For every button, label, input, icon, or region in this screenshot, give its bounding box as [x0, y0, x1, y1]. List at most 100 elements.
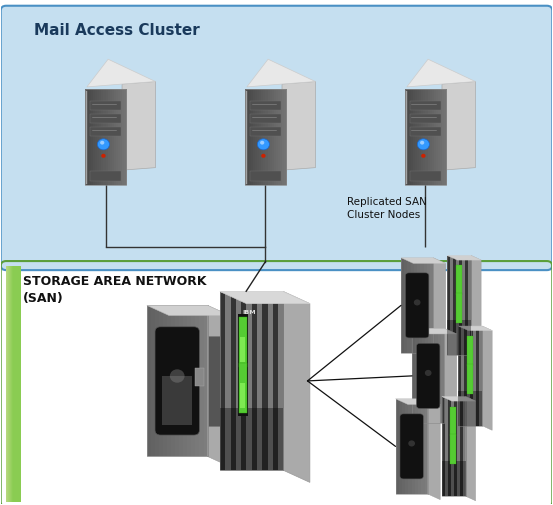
Bar [9, 266, 18, 502]
Bar [8, 266, 16, 502]
Bar [6, 266, 15, 502]
Bar [415, 399, 419, 494]
Polygon shape [122, 81, 155, 170]
Bar [187, 306, 192, 457]
Bar [8, 266, 17, 502]
Bar [238, 361, 248, 416]
Bar [447, 256, 471, 355]
Bar [225, 291, 231, 470]
Bar [259, 89, 262, 184]
Bar [11, 266, 19, 502]
Bar [101, 89, 104, 184]
Polygon shape [428, 399, 440, 499]
Circle shape [170, 369, 185, 383]
Bar [239, 363, 247, 413]
Bar [425, 328, 429, 424]
Bar [255, 89, 258, 184]
Bar [90, 101, 121, 110]
Bar [7, 266, 15, 502]
Bar [147, 306, 207, 457]
Polygon shape [434, 258, 446, 359]
Bar [420, 258, 424, 353]
Polygon shape [466, 396, 476, 501]
Bar [419, 89, 422, 184]
Bar [9, 266, 17, 502]
Bar [410, 114, 441, 123]
Bar [11, 266, 19, 502]
Bar [262, 89, 264, 184]
Bar [9, 266, 18, 502]
Bar [445, 396, 448, 496]
Circle shape [418, 139, 430, 150]
Bar [395, 399, 399, 494]
Bar [195, 368, 204, 386]
Bar [167, 306, 171, 457]
Bar [247, 291, 252, 470]
Bar [112, 89, 114, 184]
Bar [12, 266, 20, 502]
Bar [8, 266, 16, 502]
Bar [204, 306, 208, 457]
Circle shape [421, 154, 426, 158]
Bar [458, 391, 482, 426]
Bar [85, 89, 87, 184]
FancyBboxPatch shape [400, 414, 424, 479]
Text: Replicated SAN
Cluster Nodes: Replicated SAN Cluster Nodes [347, 197, 427, 220]
Bar [273, 291, 279, 470]
Bar [411, 258, 415, 353]
Bar [7, 266, 15, 502]
Bar [424, 89, 426, 184]
Bar [10, 266, 19, 502]
Bar [13, 266, 21, 502]
Bar [257, 291, 263, 470]
Bar [410, 171, 441, 181]
Bar [97, 89, 100, 184]
Bar [440, 89, 442, 184]
Bar [250, 171, 281, 181]
Bar [114, 89, 116, 184]
Bar [251, 89, 254, 184]
Polygon shape [282, 81, 315, 170]
Circle shape [408, 440, 415, 446]
Bar [447, 320, 471, 355]
Bar [12, 266, 20, 502]
Circle shape [257, 139, 269, 150]
Bar [9, 266, 17, 502]
Bar [408, 258, 411, 353]
Bar [13, 266, 21, 502]
Bar [414, 258, 418, 353]
Bar [470, 326, 474, 426]
Bar [432, 89, 434, 184]
Polygon shape [147, 306, 229, 316]
Bar [151, 306, 155, 457]
Bar [11, 266, 19, 502]
Bar [11, 266, 19, 502]
Circle shape [425, 370, 431, 376]
Bar [103, 89, 106, 184]
Bar [11, 266, 19, 502]
Bar [450, 407, 456, 436]
Bar [10, 266, 18, 502]
Bar [7, 266, 15, 502]
Bar [460, 396, 463, 496]
Bar [262, 291, 268, 470]
Bar [10, 266, 18, 502]
Bar [448, 396, 451, 496]
Bar [410, 101, 441, 110]
Bar [405, 89, 446, 184]
Bar [263, 89, 266, 184]
Bar [8, 266, 16, 502]
Bar [240, 337, 245, 362]
Bar [12, 266, 20, 502]
Bar [431, 328, 435, 424]
Bar [272, 89, 274, 184]
Bar [163, 306, 168, 457]
Bar [411, 89, 414, 184]
Bar [12, 266, 20, 502]
FancyBboxPatch shape [155, 327, 200, 435]
Bar [100, 89, 102, 184]
Bar [252, 291, 258, 470]
Bar [12, 266, 20, 502]
Polygon shape [471, 256, 481, 360]
Bar [401, 258, 434, 353]
